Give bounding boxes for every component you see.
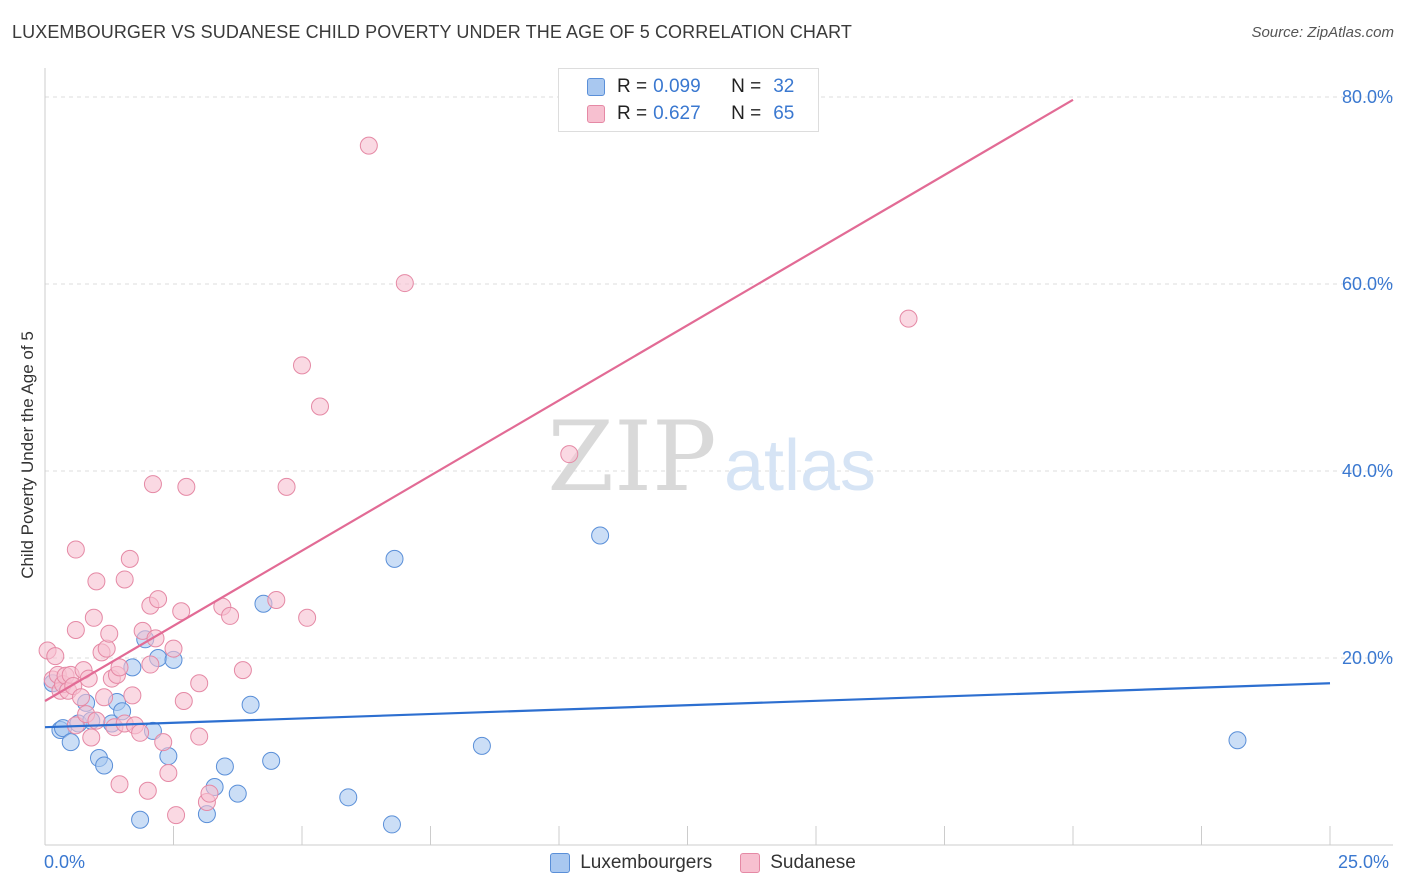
data-point-sudanese <box>164 639 183 658</box>
data-point-sudanese <box>110 658 129 677</box>
legend-row-luxembourgers: R = 0.099 N = 32 <box>587 74 794 100</box>
data-point-sudanese <box>66 540 85 559</box>
data-point-luxembourgers <box>241 695 260 714</box>
data-point-sudanese <box>141 655 160 674</box>
trend-line-luxembourgers <box>44 682 1331 729</box>
legend-row-sudanese: R = 0.627 N = 65 <box>587 101 794 127</box>
data-point-sudanese <box>293 356 311 375</box>
data-point-sudanese <box>79 669 98 688</box>
data-points <box>38 136 1247 834</box>
legend-swatch-luxembourgers <box>587 78 605 96</box>
data-point-sudanese <box>200 784 219 803</box>
n-label: N = <box>731 103 762 124</box>
data-point-luxembourgers <box>262 751 281 770</box>
data-point-sudanese <box>66 620 85 639</box>
watermark: ZIP atlas <box>547 401 876 513</box>
y-tick-label: 40.0% <box>1342 461 1393 481</box>
data-point-sudanese <box>159 764 178 783</box>
data-point-sudanese <box>190 727 209 746</box>
watermark-atlas: atlas <box>724 426 876 506</box>
legend-label-sudanese: Sudanese <box>770 852 856 873</box>
y-tick-label: 60.0% <box>1342 274 1393 294</box>
data-point-sudanese <box>298 608 317 627</box>
data-point-sudanese <box>310 397 329 416</box>
data-point-sudanese <box>123 686 142 705</box>
data-point-sudanese <box>267 591 286 610</box>
data-point-luxembourgers <box>472 736 491 755</box>
gridlines <box>45 96 1393 659</box>
r-label: R = <box>617 76 648 97</box>
data-point-sudanese <box>100 624 119 643</box>
data-point-sudanese <box>221 606 240 625</box>
data-point-sudanese <box>395 274 414 293</box>
y-tick-label: 20.0% <box>1342 648 1393 668</box>
chart-title: LUXEMBOURGER VS SUDANESE CHILD POVERTY U… <box>12 22 853 42</box>
correlation-legend: R = 0.099 N = 32 R = 0.627 N = 65 <box>558 68 819 132</box>
data-point-sudanese <box>87 572 106 591</box>
data-point-sudanese <box>174 692 193 711</box>
data-point-sudanese <box>154 733 173 752</box>
data-point-sudanese <box>82 728 101 747</box>
data-point-luxembourgers <box>131 810 150 829</box>
data-point-sudanese <box>899 309 918 328</box>
data-point-sudanese <box>120 549 139 568</box>
data-point-sudanese <box>233 661 252 680</box>
y-axis-label: Child Poverty Under the Age of 5 <box>18 331 37 579</box>
data-point-sudanese <box>177 477 196 496</box>
series-legend: Luxembourgers Sudanese <box>0 852 1406 874</box>
data-point-sudanese <box>46 647 65 666</box>
data-point-sudanese <box>95 688 114 707</box>
data-point-sudanese <box>560 445 579 464</box>
data-point-sudanese <box>190 674 209 693</box>
data-point-sudanese <box>359 136 378 155</box>
n-value: 65 <box>773 103 795 124</box>
data-point-luxembourgers <box>385 549 404 568</box>
legend-item-sudanese[interactable]: Sudanese <box>740 852 856 874</box>
y-tick-label: 80.0% <box>1342 87 1393 107</box>
data-point-sudanese <box>143 475 162 494</box>
axes <box>44 68 1393 846</box>
data-point-sudanese <box>115 570 134 589</box>
x-tick-label-min: 0.0% <box>44 852 86 872</box>
x-tick-label-max: 25.0% <box>1338 852 1390 872</box>
data-point-sudanese <box>84 608 103 627</box>
data-point-luxembourgers <box>215 757 234 776</box>
legend-swatch-sudanese <box>587 105 605 123</box>
n-value: 32 <box>773 76 795 97</box>
data-point-sudanese <box>149 590 168 609</box>
legend-label-luxembourgers: Luxembourgers <box>580 852 713 873</box>
trend-lines <box>44 98 1331 729</box>
source-credit: Source: ZipAtlas.com <box>1251 24 1394 41</box>
legend-swatch-sudanese <box>740 853 761 873</box>
data-point-luxembourgers <box>382 815 401 834</box>
data-point-luxembourgers <box>339 788 358 807</box>
data-point-luxembourgers <box>61 733 80 752</box>
data-point-sudanese <box>138 781 157 800</box>
data-point-sudanese <box>172 602 191 621</box>
data-point-sudanese <box>71 688 90 707</box>
data-point-sudanese <box>131 723 150 742</box>
data-point-luxembourgers <box>591 526 610 545</box>
r-value: 0.627 <box>653 103 701 124</box>
data-point-luxembourgers <box>95 756 114 775</box>
data-point-sudanese <box>167 806 186 825</box>
data-point-luxembourgers <box>1228 731 1247 750</box>
data-point-sudanese <box>110 775 129 794</box>
r-value: 0.099 <box>653 76 701 97</box>
n-label: N = <box>731 76 762 97</box>
data-point-luxembourgers <box>228 784 247 803</box>
trend-line-sudanese <box>44 98 1074 702</box>
r-label: R = <box>617 103 648 124</box>
data-point-sudanese <box>277 477 296 496</box>
data-point-sudanese <box>97 639 116 658</box>
legend-item-luxembourgers[interactable]: Luxembourgers <box>550 852 712 874</box>
legend-swatch-luxembourgers <box>550 853 571 873</box>
y-tick-labels: 20.0% 40.0% 60.0% 80.0% <box>1342 87 1393 668</box>
